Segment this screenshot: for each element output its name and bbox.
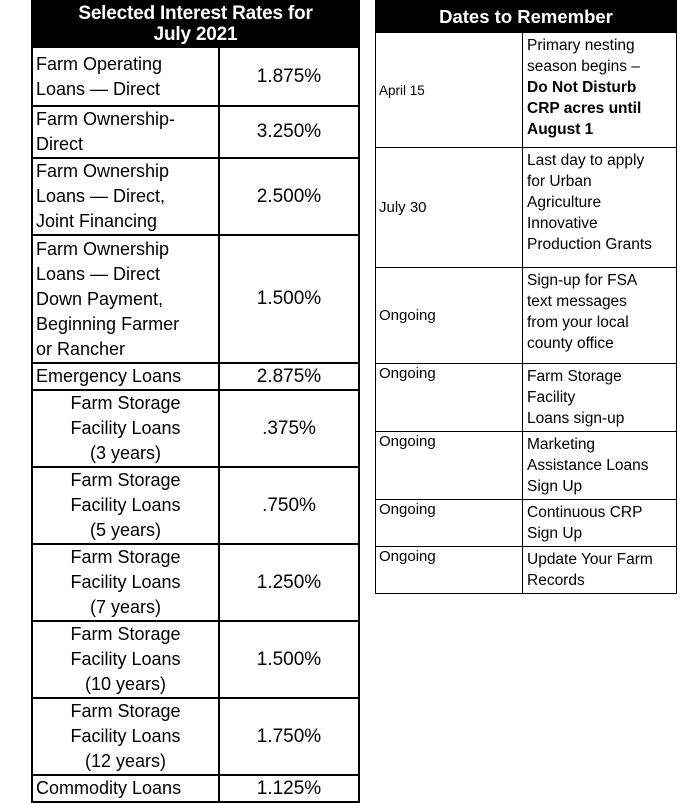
event-cell: Sign-up for FSA text messages from your … [521, 267, 678, 364]
loan-rate-cell: 1.250% [218, 543, 360, 622]
loan-name-cell: Farm Storage Facility Loans (5 years) [31, 466, 220, 545]
loan-name-cell: Farm Storage Facility Loans (3 years) [31, 389, 220, 468]
table-row: Farm Operating Loans — Direct 1.875% [31, 46, 360, 107]
table-row: Farm Ownership Loans — Direct, Joint Fin… [31, 157, 360, 236]
loan-rate-cell: 1.875% [218, 46, 360, 107]
date-cell: April 15 [375, 32, 523, 148]
table-row: April 15 Primary nesting season begins –… [375, 32, 678, 148]
loan-rate-cell: 1.500% [218, 234, 360, 364]
table-row: Emergency Loans 2.875% [31, 362, 360, 391]
table-row: Ongoing Marketing Assistance Loans Sign … [375, 431, 678, 500]
interest-rates-table: Selected Interest Rates for July 2021 Fa… [31, 0, 360, 803]
table-row: Farm Storage Facility Loans (10 years) 1… [31, 620, 360, 699]
loan-rate-cell: 3.250% [218, 105, 360, 159]
loan-name-cell: Commodity Loans [31, 774, 220, 803]
loan-name-cell: Farm Operating Loans — Direct [31, 46, 220, 107]
date-cell: Ongoing [375, 431, 523, 500]
event-cell: Farm Storage Facility Loans sign-up [521, 363, 678, 432]
table-header-row: Selected Interest Rates for July 2021 [31, 0, 360, 48]
loan-name-cell: Farm Storage Facility Loans (7 years) [31, 543, 220, 622]
loan-rate-cell: 2.500% [218, 157, 360, 236]
date-cell: Ongoing [375, 363, 523, 432]
date-cell: Ongoing [375, 267, 523, 364]
table-row: Farm Ownership Loans — Direct Down Payme… [31, 234, 360, 364]
loan-name-cell: Farm Storage Facility Loans (12 years) [31, 697, 220, 776]
loan-name-cell: Farm Storage Facility Loans (10 years) [31, 620, 220, 699]
loan-rate-cell: .750% [218, 466, 360, 545]
loan-name-cell: Farm Ownership- Direct [31, 105, 220, 159]
event-cell: Last day to apply for Urban Agriculture … [521, 147, 678, 268]
rates-table-title: Selected Interest Rates for July 2021 [31, 0, 360, 48]
loan-rate-cell: 1.750% [218, 697, 360, 776]
loan-rate-cell: 1.500% [218, 620, 360, 699]
table-row: Farm Ownership- Direct 3.250% [31, 105, 360, 159]
table-row: Farm Storage Facility Loans (3 years) .3… [31, 389, 360, 468]
date-cell: Ongoing [375, 546, 523, 594]
event-text: Primary nesting season begins – [527, 37, 640, 75]
table-row: Farm Storage Facility Loans (7 years) 1.… [31, 543, 360, 622]
event-text-bold: Do Not Disturb CRP acres until August 1 [527, 79, 642, 138]
loan-name-cell: Emergency Loans [31, 362, 220, 391]
event-cell: Primary nesting season begins – Do Not D… [521, 32, 678, 148]
event-cell: Marketing Assistance Loans Sign Up [521, 431, 678, 500]
table-row: Ongoing Continuous CRP Sign Up [375, 499, 678, 547]
dates-to-remember-table: Dates to Remember April 15 Primary nesti… [374, 0, 678, 594]
loan-name-cell: Farm Ownership Loans — Direct Down Payme… [31, 234, 220, 364]
date-cell: July 30 [375, 147, 523, 268]
table-header-row: Dates to Remember [374, 0, 678, 33]
date-cell: Ongoing [375, 499, 523, 547]
loan-rate-cell: 2.875% [218, 362, 360, 391]
loan-name-cell: Farm Ownership Loans — Direct, Joint Fin… [31, 157, 220, 236]
table-row: July 30 Last day to apply for Urban Agri… [375, 147, 678, 268]
loan-rate-cell: 1.125% [218, 774, 360, 803]
table-row: Ongoing Sign-up for FSA text messages fr… [375, 267, 678, 364]
event-cell: Update Your Farm Records [521, 546, 678, 594]
table-row: Ongoing Update Your Farm Records [375, 546, 678, 594]
dates-table-title: Dates to Remember [374, 0, 678, 33]
table-row: Ongoing Farm Storage Facility Loans sign… [375, 363, 678, 432]
event-cell: Continuous CRP Sign Up [521, 499, 678, 547]
loan-rate-cell: .375% [218, 389, 360, 468]
table-row: Farm Storage Facility Loans (5 years) .7… [31, 466, 360, 545]
table-row: Farm Storage Facility Loans (12 years) 1… [31, 697, 360, 776]
table-row: Commodity Loans 1.125% [31, 774, 360, 803]
